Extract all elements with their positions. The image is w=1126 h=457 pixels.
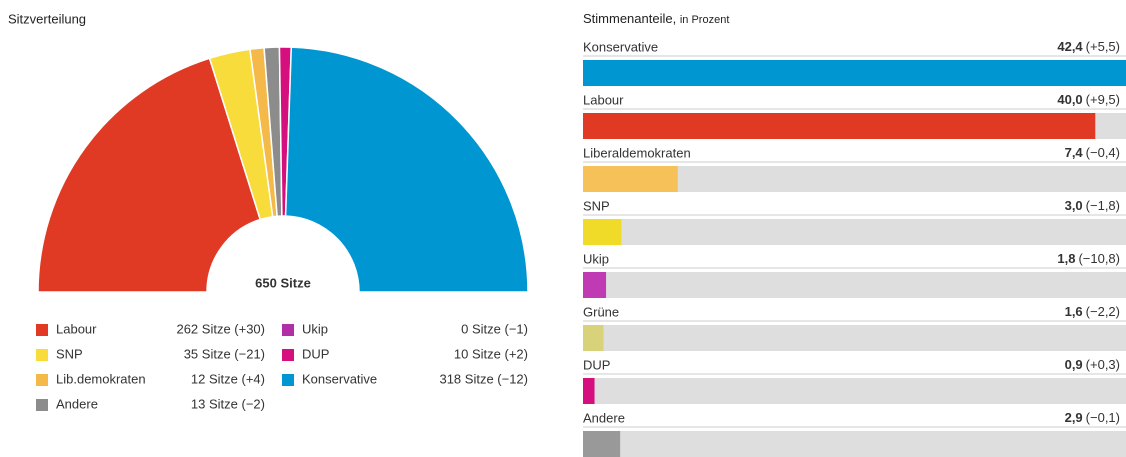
- change-label: (−2,2): [1086, 304, 1120, 319]
- bar-value: 0,9 (+0,3): [1065, 357, 1120, 372]
- legend-label: Labour: [56, 321, 97, 336]
- bar-value: 7,4 (−0,4): [1065, 145, 1120, 160]
- change-label: (−1,8): [1086, 198, 1120, 213]
- bar-label: Konservative: [583, 39, 658, 54]
- bar-label: Labour: [583, 92, 624, 107]
- value-label: 42,4: [1057, 39, 1083, 54]
- legend-swatch: [36, 374, 48, 386]
- legend-label: DUP: [302, 346, 329, 361]
- bar-label: Ukip: [583, 251, 609, 266]
- center-label: 650 Sitze: [255, 275, 311, 290]
- value-label: 7,4: [1065, 145, 1084, 160]
- value-label: 0,9: [1065, 357, 1083, 372]
- value-label: 2,9: [1065, 410, 1083, 425]
- change-label: (−0,4): [1086, 145, 1120, 160]
- bar: [583, 378, 595, 404]
- legend-value: 10 Sitze (+2): [454, 346, 528, 361]
- bar-value: 2,9 (−0,1): [1065, 410, 1120, 425]
- bar-title: Stimmenanteile, in Prozent: [583, 11, 729, 26]
- bar-subtitle: in Prozent: [680, 14, 730, 26]
- legend-swatch: [36, 349, 48, 361]
- legend-swatch: [282, 324, 294, 336]
- legend-value: 0 Sitze (−1): [461, 321, 528, 336]
- legend-swatch: [36, 324, 48, 336]
- seat-segment: [284, 46, 529, 293]
- bar-value: 42,4 (+5,5): [1057, 39, 1120, 54]
- change-label: (+9,5): [1086, 92, 1120, 107]
- legend-swatch: [36, 399, 48, 411]
- bar-track: [583, 219, 1126, 245]
- value-label: 40,0: [1057, 92, 1082, 107]
- legend-value: 35 Sitze (−21): [184, 346, 265, 361]
- change-label: (+0,3): [1086, 357, 1120, 372]
- legend-label: Lib.demokraten: [56, 371, 146, 386]
- legend-value: 12 Sitze (+4): [191, 371, 265, 386]
- value-label: 3,0: [1065, 198, 1083, 213]
- bar: [583, 325, 604, 351]
- legend-label: SNP: [56, 346, 83, 361]
- bar-label: DUP: [583, 357, 610, 372]
- value-label: 1,8: [1057, 251, 1075, 266]
- bar-track: [583, 272, 1126, 298]
- bar-value: 1,6 (−2,2): [1065, 304, 1120, 319]
- bar: [583, 166, 678, 192]
- bar-label: Liberaldemokraten: [583, 145, 691, 160]
- pie-title: Sitzverteilung: [8, 11, 86, 26]
- bar-track: [583, 378, 1126, 404]
- bar-value: 40,0 (+9,5): [1057, 92, 1120, 107]
- bar: [583, 219, 622, 245]
- bar: [583, 431, 621, 457]
- bar-title-main: Stimmenanteile,: [583, 11, 676, 26]
- bar-value: 3,0 (−1,8): [1065, 198, 1120, 213]
- bar-label: SNP: [583, 198, 610, 213]
- change-label: (−0,1): [1086, 410, 1120, 425]
- legend-value: 262 Sitze (+30): [176, 321, 265, 336]
- change-label: (−10,8): [1078, 251, 1120, 266]
- bar: [583, 272, 607, 298]
- legend-label: Ukip: [302, 321, 328, 336]
- bar-label: Grüne: [583, 304, 619, 319]
- legend-label: Konservative: [302, 371, 377, 386]
- bar: [583, 60, 1126, 86]
- change-label: (+5,5): [1086, 39, 1120, 54]
- legend-swatch: [282, 349, 294, 361]
- bar: [583, 113, 1096, 139]
- value-label: 1,6: [1065, 304, 1083, 319]
- legend-value: 318 Sitze (−12): [439, 371, 528, 386]
- bar-track: [583, 325, 1126, 351]
- bar-track: [583, 431, 1126, 457]
- legend-value: 13 Sitze (−2): [191, 396, 265, 411]
- seat-segment: [37, 57, 262, 293]
- bar-label: Andere: [583, 410, 625, 425]
- legend-label: Andere: [56, 396, 98, 411]
- legend-swatch: [282, 374, 294, 386]
- bar-value: 1,8 (−10,8): [1057, 251, 1120, 266]
